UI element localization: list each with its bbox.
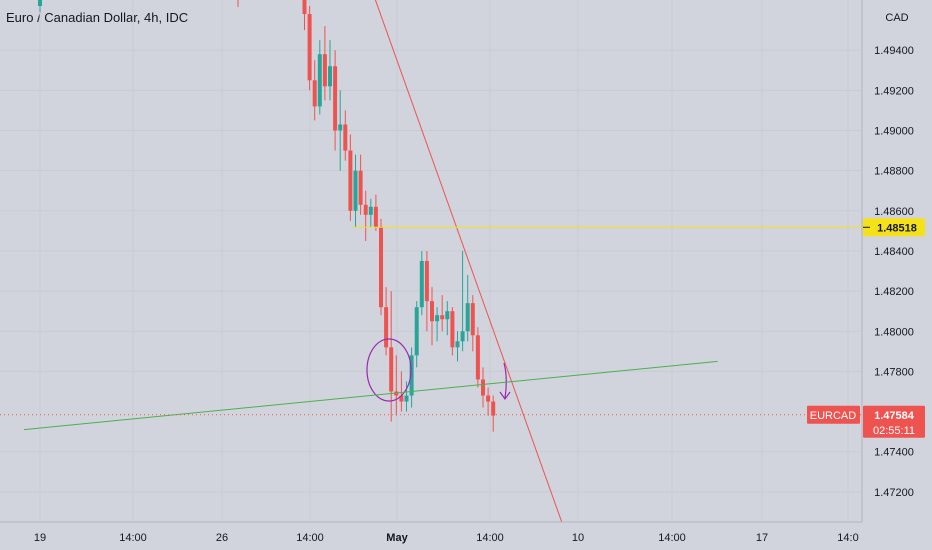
y-tick-label: 1.48600: [874, 206, 914, 218]
candle-body: [399, 395, 404, 402]
candle-body: [450, 311, 455, 348]
y-tick-label: 1.49000: [874, 126, 914, 138]
y-tick-label: 1.49400: [874, 45, 914, 57]
trendline: [23, 360, 718, 431]
candle-body: [307, 14, 312, 81]
candle-body: [322, 54, 327, 87]
y-tick-label: 1.47800: [874, 366, 914, 378]
candle-body: [338, 124, 343, 131]
candle-body: [373, 206, 378, 227]
level-price-label: 1.48518: [877, 222, 917, 234]
symbol-label: EURCAD: [810, 410, 857, 422]
candle-body: [419, 261, 424, 308]
candle-body: [384, 307, 389, 348]
candle-body: [389, 347, 394, 392]
candle-body: [414, 307, 419, 356]
candle-body: [430, 301, 434, 322]
candle-body: [353, 170, 358, 211]
y-tick-label: 1.48200: [874, 286, 914, 298]
y-tick-label: 1.48800: [874, 166, 914, 178]
candle-body: [491, 401, 496, 416]
x-tick-label: 19: [34, 532, 46, 544]
candle-body: [455, 341, 460, 348]
candle-body: [348, 150, 353, 211]
candle-body: [460, 331, 465, 342]
x-tick-label: 17: [756, 532, 768, 544]
time-axis: 19 14:00 26 14:00 May 14:00 10 14:00 17 14:0: [0, 521, 932, 550]
candle-body: [424, 261, 429, 302]
level-price-tag: [863, 218, 925, 237]
symbol-tag: [807, 405, 860, 424]
candle-body: [38, 0, 42, 6]
candle-body: [409, 355, 414, 396]
y-tick-label: 1.48000: [874, 326, 914, 338]
x-tick-label: 14:0: [837, 532, 858, 544]
highlight-circle: [366, 338, 412, 402]
countdown-label: 02:55:11: [873, 425, 915, 437]
candle-body: [312, 80, 317, 107]
time-axis-background: [0, 522, 932, 550]
y-tick-label: 1.49200: [874, 85, 914, 97]
candle-body: [302, 0, 307, 15]
price-labels: 1.48518 EURCAD 1.47584 02:55:11: [807, 218, 925, 438]
price-axis-background: [862, 0, 932, 522]
x-tick-label: 14:00: [476, 532, 504, 544]
x-tick-label: 14:00: [296, 532, 324, 544]
candles: [38, 0, 496, 432]
candle-body: [470, 303, 475, 336]
current-price-label: 1.47584: [874, 410, 915, 422]
y-tick-label: 1.47400: [874, 447, 914, 459]
x-tick-label: 14:00: [119, 532, 147, 544]
candle-body: [435, 315, 440, 322]
price-axis: CAD 1.49400 1.49200 1.49000 1.48800 1.48600 1…: [861, 0, 932, 522]
candle-body: [333, 66, 338, 131]
candle-body: [358, 170, 363, 205]
x-tick-label: 26: [216, 532, 228, 544]
current-price-tag: [863, 405, 925, 438]
candle-body: [368, 206, 373, 215]
candle-body: [317, 54, 322, 107]
candle-body: [481, 379, 485, 396]
candle-body: [379, 226, 383, 308]
candle-body: [475, 335, 480, 380]
chart-title: Euro / Canadian Dollar, 4h, IDC: [6, 10, 189, 25]
down-arrow-icon: [499, 362, 511, 401]
candle-body: [486, 395, 491, 402]
currency-label: CAD: [885, 12, 908, 24]
candle-body: [343, 124, 348, 151]
candle-body: [404, 395, 409, 402]
x-tick-label: May: [386, 532, 408, 544]
candle-body: [445, 311, 450, 320]
candle-body: [363, 204, 368, 215]
candle-body: [465, 303, 470, 332]
candle-body: [328, 66, 332, 87]
x-tick-label: 14:00: [658, 532, 686, 544]
candle-body: [440, 315, 445, 320]
grid: [0, 0, 862, 522]
y-tick-label: 1.48400: [874, 246, 914, 258]
drawings: [0, 0, 862, 531]
x-tick-label: 10: [572, 532, 584, 544]
trendline: [374, 0, 566, 531]
y-tick-label: 1.47200: [874, 487, 914, 499]
